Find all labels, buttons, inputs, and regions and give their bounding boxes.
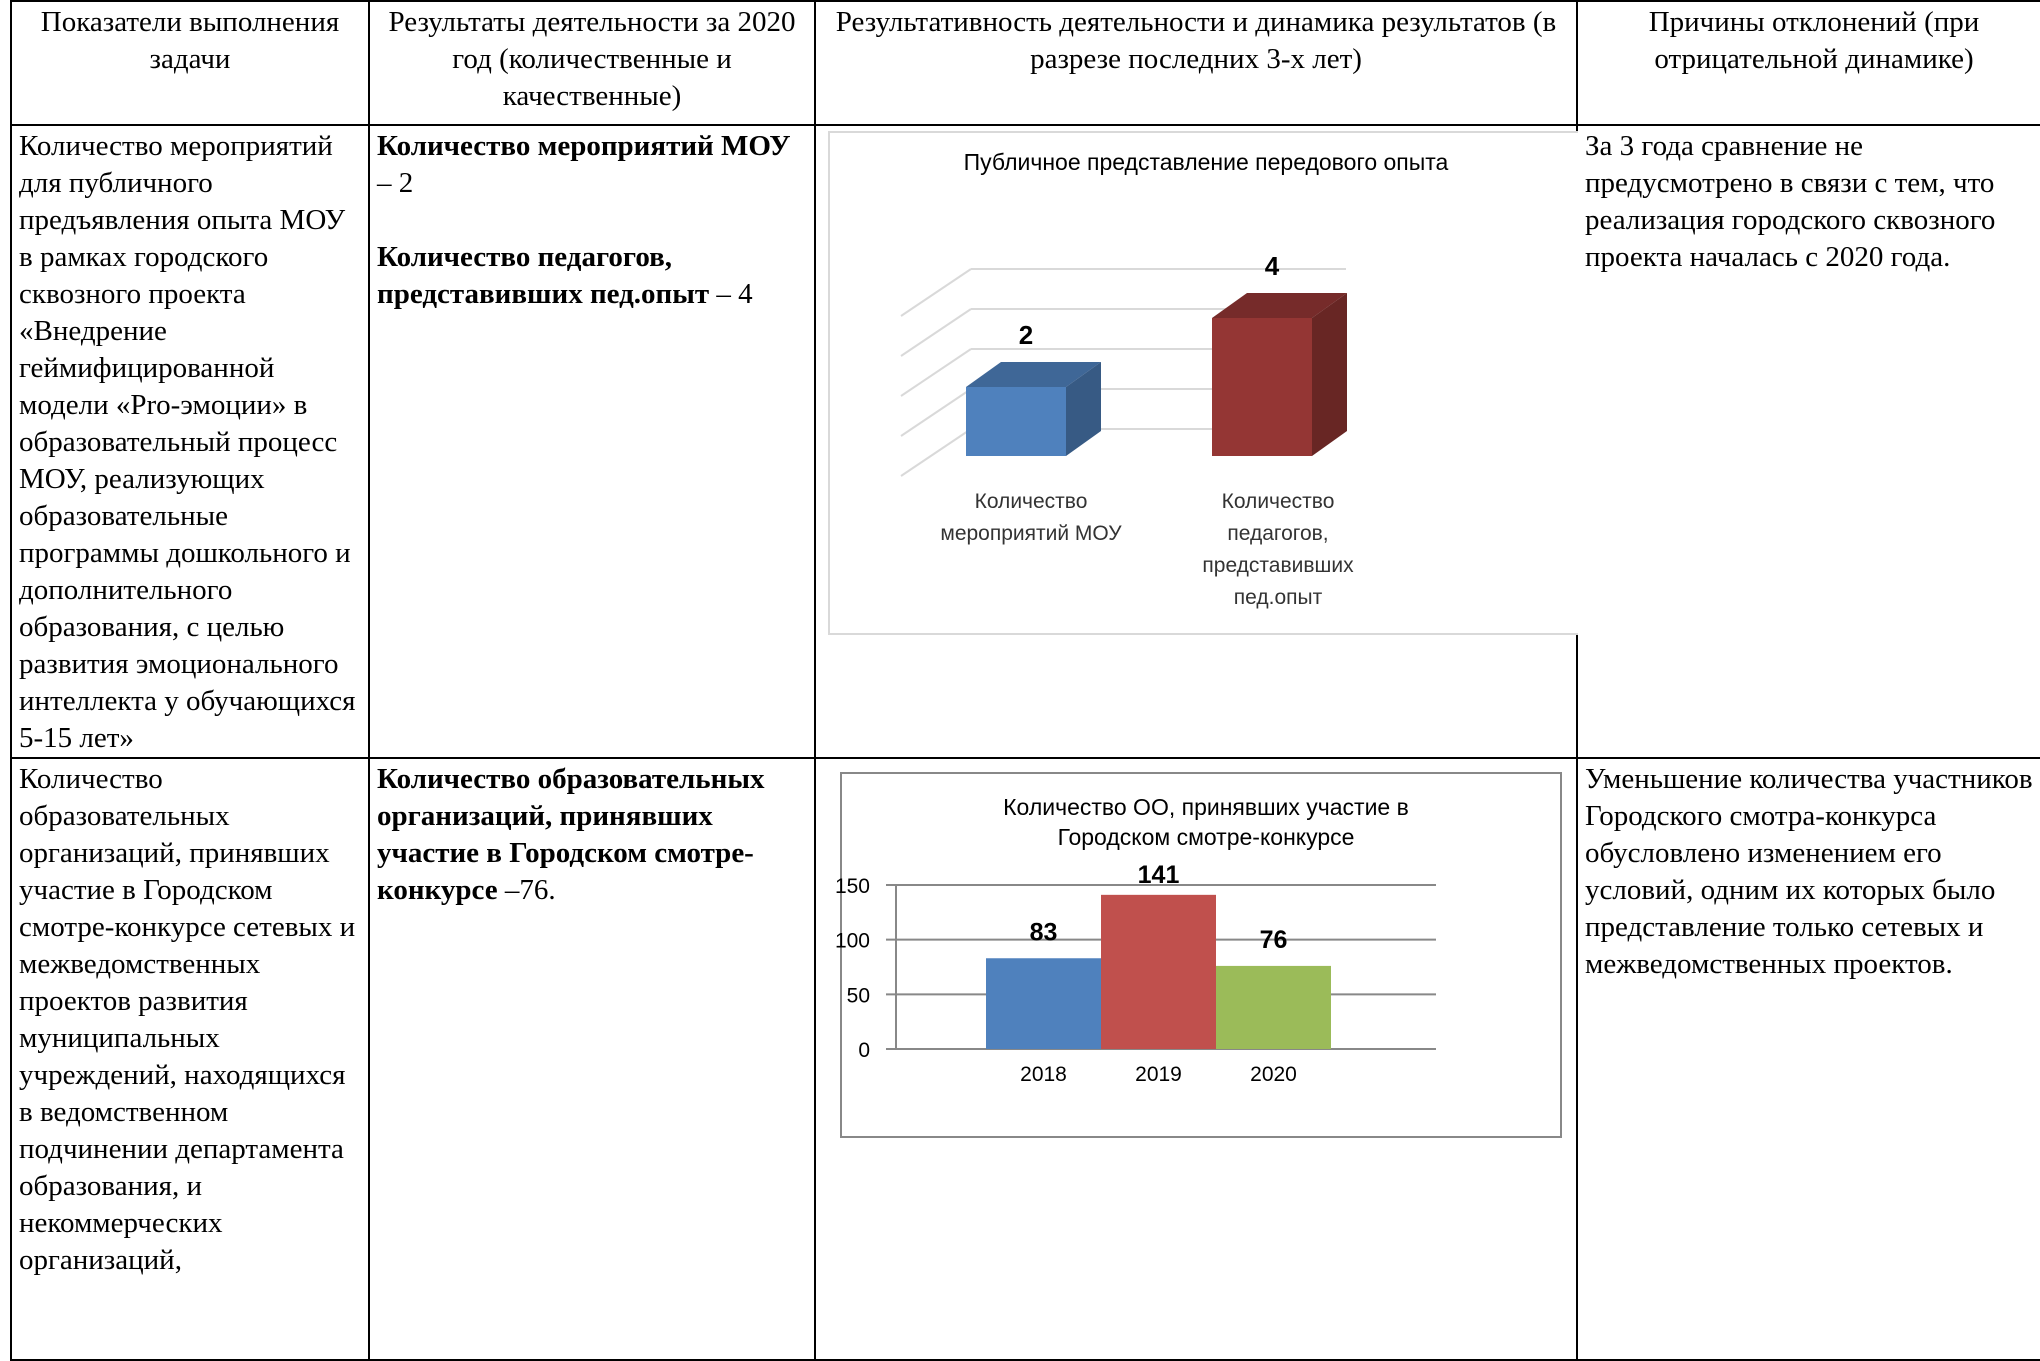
report-table: Показатели выполнения задачи Результаты … [10, 0, 2040, 1361]
chart2-data-label: 76 [1260, 926, 1288, 954]
chart1-gridline-diag [900, 388, 972, 437]
chart1-bar-top [966, 362, 1101, 387]
row2-chart-cell: Количество ОО, принявших участие в Город… [814, 757, 1578, 1361]
chart1-bar [966, 387, 1066, 456]
chart1-category-label: пед.опыт [1234, 586, 1323, 609]
chart1-data-label: 2 [1019, 320, 1033, 350]
chart1-category-label: Количество [975, 490, 1088, 513]
chart1-bar-side [1312, 293, 1347, 456]
chart2-ytick-label: 0 [858, 1039, 870, 1062]
row1-result-teachers: Количество педагогов, представивших пед.… [377, 241, 753, 310]
chart2-bar [986, 958, 1101, 1049]
chart2-category-label: 2019 [1135, 1063, 1182, 1086]
chart1-gridline-diag [900, 428, 972, 477]
chart1-bar-side [1066, 362, 1101, 456]
row1-result-events: Количество мероприятий МОУ – 2 [377, 130, 791, 199]
chart1-gridline-diag [900, 308, 972, 357]
chart1-category-label: Количество [1222, 490, 1335, 513]
row2-reason: Уменьшение количества участников Городск… [1576, 757, 2040, 1361]
chart2-title-line2: Городском смотре-конкурсе [1058, 824, 1355, 850]
row1-reason: За 3 года сравнение не предусмотрено в с… [1576, 124, 2040, 759]
chart2-ytick-label: 50 [847, 984, 870, 1007]
row1-results: Количество мероприятий МОУ – 2 Количеств… [368, 124, 816, 759]
chart1-data-label: 4 [1265, 251, 1280, 281]
chart2-bar [1101, 894, 1216, 1049]
chart1-category-label: мероприятий МОУ [940, 522, 1122, 545]
chart1-category-label: представивших [1202, 554, 1354, 577]
header-dynamics: Результативность деятельности и динамика… [814, 0, 1578, 126]
row2-results: Количество образовательных организаций, … [368, 757, 816, 1361]
chart2-category-label: 2018 [1020, 1063, 1067, 1086]
header-reasons: Причины отклонений (при отрицательной ди… [1576, 0, 2040, 126]
chart1-bar [1212, 318, 1312, 456]
chart2-bar [1216, 965, 1331, 1049]
chart-contest-participants: Количество ОО, принявших участие в Город… [835, 772, 1562, 1138]
chart2-title: Количество ОО, принявших участие в [1003, 794, 1409, 820]
chart1-bar-top [1212, 293, 1347, 318]
chart-public-experience: Публичное представление передового опыта… [828, 131, 1586, 635]
chart1-category-label: педагогов, [1227, 522, 1328, 545]
chart2-ytick-label: 150 [835, 875, 870, 898]
chart1-gridline-diag [900, 268, 972, 317]
chart1-title: Публичное представление передового опыта [964, 149, 1449, 175]
header-task: Показатели выполнения задачи [10, 0, 370, 126]
chart1-gridline-diag [900, 348, 972, 397]
chart2-category-label: 2020 [1250, 1063, 1297, 1086]
row1-chart-cell: Публичное представление передового опыта… [814, 124, 1586, 759]
row1-task: Количество мероприятий для публичного пр… [10, 124, 370, 759]
chart2-data-label: 83 [1030, 918, 1058, 946]
chart2-ytick-label: 100 [835, 930, 870, 953]
header-results: Результаты деятельности за 2020 год (кол… [368, 0, 816, 126]
chart2-data-label: 141 [1138, 861, 1180, 889]
row2-task: Количество образовательных организаций, … [10, 757, 370, 1361]
